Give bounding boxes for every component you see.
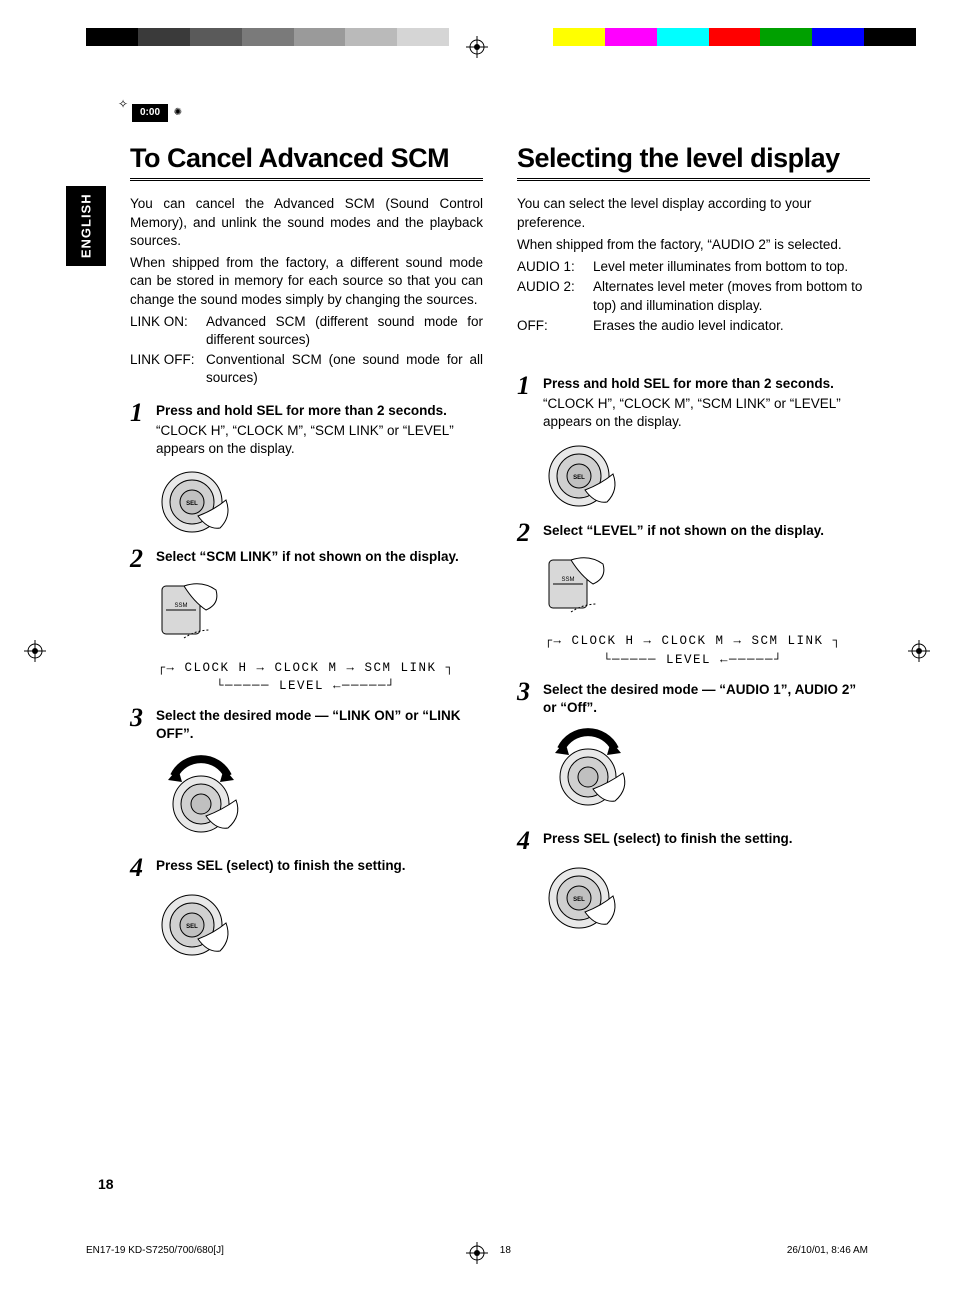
header-clock-badge: ✧ 0:00 ✺ bbox=[132, 102, 168, 122]
step-number: 3 bbox=[517, 679, 543, 719]
definition-row: AUDIO 1: Level meter illuminates from bo… bbox=[517, 258, 870, 276]
step-desc: “CLOCK H”, “CLOCK M”, “SCM LINK” or “LEV… bbox=[543, 395, 870, 431]
right-column: Selecting the level display You can sele… bbox=[517, 140, 870, 971]
step-number: 2 bbox=[130, 546, 156, 572]
dial-press-icon: SEL bbox=[156, 466, 483, 538]
step-title: Select “LEVEL” if not shown on the displ… bbox=[543, 522, 870, 540]
step-number: 4 bbox=[517, 828, 543, 854]
step-number: 3 bbox=[130, 705, 156, 745]
svg-text:SEL: SEL bbox=[186, 924, 198, 930]
step-title: Select “SCM LINK” if not shown on the di… bbox=[156, 548, 483, 566]
definition-row: LINK OFF: Conventional SCM (one sound mo… bbox=[130, 351, 483, 387]
step-title: Press SEL (select) to finish the setting… bbox=[156, 857, 483, 875]
page-content: To Cancel Advanced SCM You can cancel th… bbox=[130, 140, 870, 971]
dial-rotate-icon bbox=[543, 727, 870, 820]
definition-label: LINK ON: bbox=[130, 313, 206, 349]
star-icon: ✧ bbox=[118, 96, 128, 112]
intro-text: You can cancel the Advanced SCM (Sound C… bbox=[130, 195, 483, 250]
left-column: To Cancel Advanced SCM You can cancel th… bbox=[130, 140, 483, 971]
dial-press-icon: SEL bbox=[543, 440, 870, 512]
step-number: 1 bbox=[130, 400, 156, 459]
page-number: 18 bbox=[98, 1175, 114, 1194]
step-title: Select the desired mode — “AUDIO 1”, AUD… bbox=[543, 681, 870, 717]
step: 1 Press and hold SEL for more than 2 sec… bbox=[130, 402, 483, 459]
gear-icon: ✺ bbox=[174, 106, 182, 120]
registration-mark-icon bbox=[466, 36, 488, 58]
section-title-right: Selecting the level display bbox=[517, 140, 870, 181]
definition-label: LINK OFF: bbox=[130, 351, 206, 387]
svg-text:SSM: SSM bbox=[561, 577, 574, 583]
footer: EN17-19 KD-S7250/700/680[J] 18 26/10/01,… bbox=[86, 1244, 868, 1258]
definition-row: OFF: Erases the audio level indicator. bbox=[517, 317, 870, 335]
language-label: ENGLISH bbox=[77, 194, 95, 259]
rocker-press-icon: SSM bbox=[156, 580, 483, 649]
definition-label: AUDIO 2: bbox=[517, 278, 593, 314]
definition-label: OFF: bbox=[517, 317, 593, 335]
step-number: 2 bbox=[517, 520, 543, 546]
intro-text: When shipped from the factory, “AUDIO 2”… bbox=[517, 236, 870, 254]
step: 1 Press and hold SEL for more than 2 sec… bbox=[517, 375, 870, 432]
step: 2 Select “SCM LINK” if not shown on the … bbox=[130, 548, 483, 572]
step: 4 Press SEL (select) to finish the setti… bbox=[517, 830, 870, 854]
footer-center: 18 bbox=[500, 1244, 511, 1258]
sequence-diagram: ┌→ CLOCK H → CLOCK M → SCM LINK ┐ └─────… bbox=[543, 633, 843, 669]
step-title: Select the desired mode — “LINK ON” or “… bbox=[156, 707, 483, 743]
svg-text:SEL: SEL bbox=[573, 897, 585, 903]
definition-text: Advanced SCM (different sound mode for d… bbox=[206, 313, 483, 349]
definition-label: AUDIO 1: bbox=[517, 258, 593, 276]
step-title: Press and hold SEL for more than 2 secon… bbox=[156, 402, 483, 420]
definition-text: Level meter illuminates from bottom to t… bbox=[593, 258, 870, 276]
step: 3 Select the desired mode — “LINK ON” or… bbox=[130, 707, 483, 745]
registration-mark-icon bbox=[908, 640, 930, 662]
sequence-diagram: ┌→ CLOCK H → CLOCK M → SCM LINK ┐ └─────… bbox=[156, 660, 456, 696]
definition-row: LINK ON: Advanced SCM (different sound m… bbox=[130, 313, 483, 349]
footer-right: 26/10/01, 8:46 AM bbox=[787, 1244, 868, 1258]
footer-left: EN17-19 KD-S7250/700/680[J] bbox=[86, 1244, 224, 1258]
rocker-press-icon: SSM bbox=[543, 554, 870, 623]
intro-text: When shipped from the factory, a differe… bbox=[130, 254, 483, 309]
step: 2 Select “LEVEL” if not shown on the dis… bbox=[517, 522, 870, 546]
dial-press-icon: SEL bbox=[543, 862, 870, 934]
step-number: 4 bbox=[130, 855, 156, 881]
definition-text: Conventional SCM (one sound mode for all… bbox=[206, 351, 483, 387]
section-title-left: To Cancel Advanced SCM bbox=[130, 140, 483, 181]
printer-color-bar bbox=[86, 28, 916, 46]
step: 4 Press SEL (select) to finish the setti… bbox=[130, 857, 483, 881]
step-desc: “CLOCK H”, “CLOCK M”, “SCM LINK” or “LEV… bbox=[156, 422, 483, 458]
svg-text:SEL: SEL bbox=[186, 501, 198, 507]
language-tab: ENGLISH bbox=[66, 186, 106, 266]
step-title: Press and hold SEL for more than 2 secon… bbox=[543, 375, 870, 393]
intro-text: You can select the level display accordi… bbox=[517, 195, 870, 231]
svg-text:SEL: SEL bbox=[573, 475, 585, 481]
step: 3 Select the desired mode — “AUDIO 1”, A… bbox=[517, 681, 870, 719]
clock-badge-text: 0:00 bbox=[132, 104, 168, 122]
step-title: Press SEL (select) to finish the setting… bbox=[543, 830, 870, 848]
step-number: 1 bbox=[517, 373, 543, 432]
dial-rotate-icon bbox=[156, 754, 483, 847]
definition-text: Alternates level meter (moves from botto… bbox=[593, 278, 870, 314]
svg-text:SSM: SSM bbox=[174, 603, 187, 609]
definition-row: AUDIO 2: Alternates level meter (moves f… bbox=[517, 278, 870, 314]
registration-mark-icon bbox=[24, 640, 46, 662]
dial-press-icon: SEL bbox=[156, 889, 483, 961]
definition-text: Erases the audio level indicator. bbox=[593, 317, 870, 335]
